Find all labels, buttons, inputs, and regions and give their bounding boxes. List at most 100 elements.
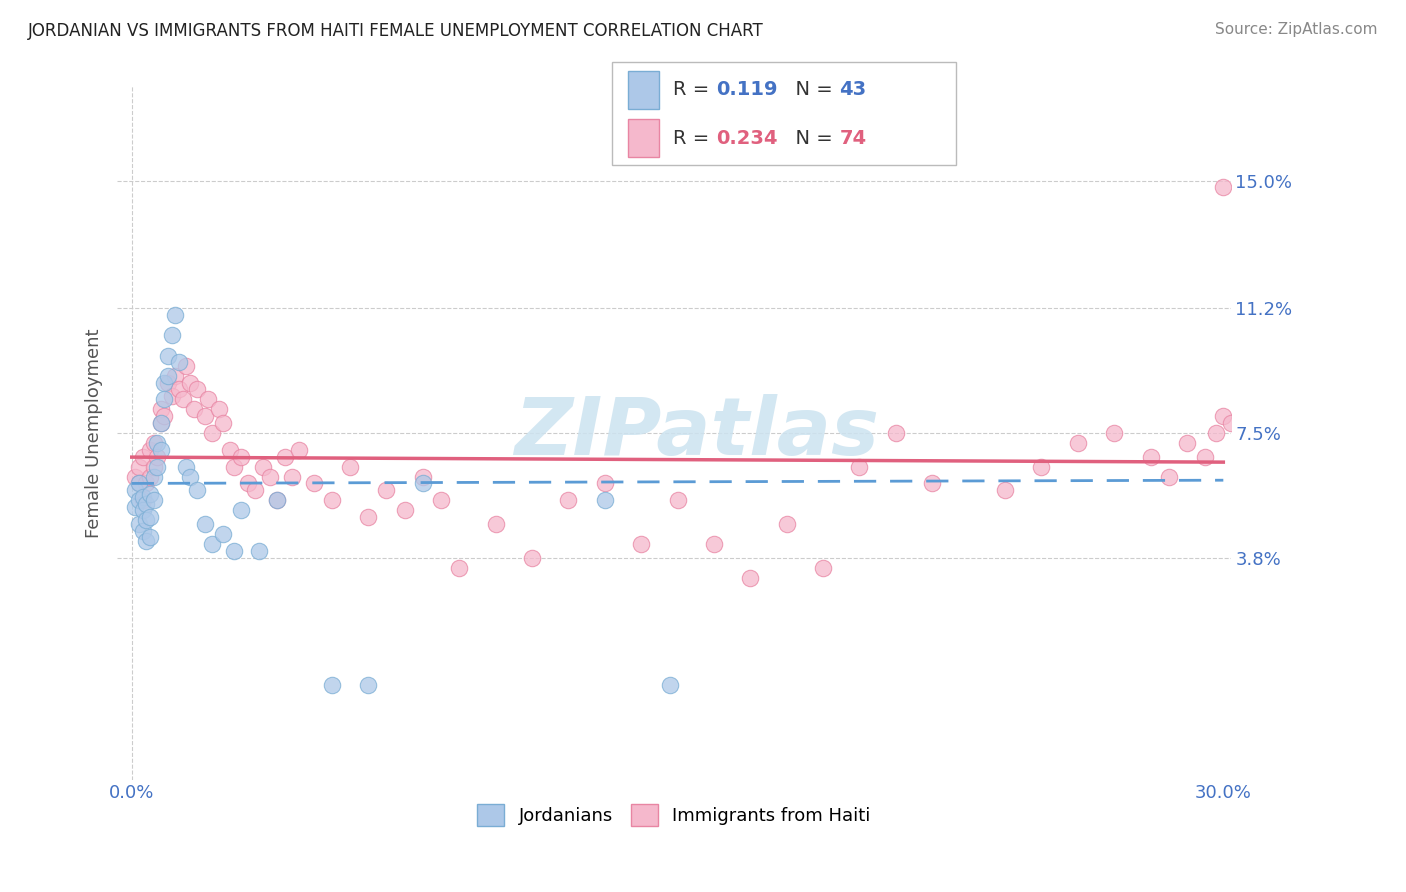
Point: [135, 476, 157, 491]
Point: [179, 469, 201, 483]
Point: [848, 459, 870, 474]
Point: [339, 459, 361, 474]
Point: [131, 503, 153, 517]
Point: [659, 678, 682, 692]
Point: [197, 392, 219, 407]
Point: [193, 516, 215, 531]
Point: [186, 382, 208, 396]
Point: [139, 510, 162, 524]
Point: [430, 493, 453, 508]
Point: [1219, 416, 1241, 430]
Point: [128, 516, 150, 531]
Point: [229, 450, 252, 464]
Point: [1194, 450, 1216, 464]
Point: [142, 493, 165, 508]
Point: [142, 436, 165, 450]
Point: [176, 359, 198, 373]
Point: [146, 459, 169, 474]
Point: [128, 493, 150, 508]
Y-axis label: Female Unemployment: Female Unemployment: [86, 328, 103, 538]
Point: [222, 459, 245, 474]
Point: [131, 493, 153, 508]
Point: [1175, 436, 1198, 450]
Point: [149, 402, 172, 417]
Point: [266, 493, 288, 508]
Point: [484, 516, 506, 531]
Point: [186, 483, 208, 498]
Point: [142, 459, 165, 474]
Point: [302, 476, 325, 491]
Point: [124, 483, 146, 498]
Text: 43: 43: [839, 80, 866, 99]
Point: [153, 376, 176, 390]
Text: JORDANIAN VS IMMIGRANTS FROM HAITI FEMALE UNEMPLOYMENT CORRELATION CHART: JORDANIAN VS IMMIGRANTS FROM HAITI FEMAL…: [28, 22, 763, 40]
Point: [165, 308, 187, 322]
Point: [1102, 425, 1125, 440]
Point: [128, 459, 150, 474]
Point: [131, 450, 153, 464]
Point: [776, 516, 799, 531]
Point: [811, 560, 834, 574]
Point: [1139, 450, 1161, 464]
Point: [357, 510, 380, 524]
Point: [160, 328, 183, 343]
Point: [266, 493, 288, 508]
Point: [281, 469, 304, 483]
Point: [593, 493, 616, 508]
Text: N =: N =: [783, 128, 839, 147]
Point: [1031, 459, 1053, 474]
Point: [139, 442, 162, 457]
Point: [135, 533, 157, 548]
Point: [139, 486, 162, 500]
Point: [146, 436, 169, 450]
Point: [921, 476, 943, 491]
Point: [211, 416, 233, 430]
Point: [211, 527, 233, 541]
Point: [179, 376, 201, 390]
Point: [157, 368, 180, 383]
Point: [1067, 436, 1090, 450]
Point: [142, 469, 165, 483]
Point: [167, 355, 190, 369]
Point: [219, 442, 242, 457]
Point: [193, 409, 215, 424]
Point: [1212, 409, 1234, 424]
Point: [157, 349, 180, 363]
Point: [229, 503, 252, 517]
Point: [357, 678, 380, 692]
Point: [1205, 425, 1227, 440]
Point: [884, 425, 907, 440]
Point: [149, 416, 172, 430]
Point: [1212, 180, 1234, 194]
Point: [557, 493, 579, 508]
Point: [666, 493, 689, 508]
Point: [160, 389, 183, 403]
Point: [131, 490, 153, 504]
Text: R =: R =: [673, 128, 716, 147]
Point: [321, 493, 343, 508]
Point: [630, 537, 652, 551]
Point: [176, 459, 198, 474]
Point: [153, 392, 176, 407]
Point: [321, 678, 343, 692]
Point: [1230, 442, 1253, 457]
Point: [238, 476, 260, 491]
Point: [994, 483, 1017, 498]
Point: [165, 368, 187, 383]
Point: [593, 476, 616, 491]
Point: [259, 469, 281, 483]
Point: [172, 392, 194, 407]
Point: [153, 409, 176, 424]
Point: [252, 459, 274, 474]
Point: [247, 543, 270, 558]
Point: [149, 416, 172, 430]
Point: [740, 571, 762, 585]
Point: [167, 382, 190, 396]
Point: [394, 503, 416, 517]
Text: N =: N =: [783, 80, 839, 99]
Point: [703, 537, 725, 551]
Point: [222, 543, 245, 558]
Point: [139, 530, 162, 544]
Text: ZIPatlas: ZIPatlas: [513, 394, 879, 472]
Point: [375, 483, 398, 498]
